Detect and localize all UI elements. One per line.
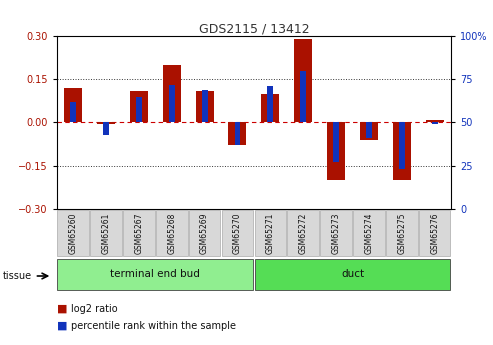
Text: GSM65261: GSM65261	[102, 212, 110, 254]
Bar	[189, 210, 220, 256]
Text: ■: ■	[57, 321, 67, 331]
Bar	[156, 210, 187, 256]
Bar	[261, 94, 280, 122]
Bar	[294, 39, 312, 122]
Bar	[57, 210, 89, 256]
Bar	[320, 210, 352, 256]
Bar	[360, 122, 378, 140]
Bar	[64, 88, 82, 122]
Bar	[333, 122, 339, 162]
Bar	[254, 210, 286, 256]
Bar	[393, 122, 411, 180]
Text: GSM65273: GSM65273	[332, 212, 341, 254]
Bar	[267, 86, 273, 122]
Bar	[432, 122, 438, 124]
Bar	[97, 122, 115, 124]
Bar	[300, 71, 306, 122]
Bar	[419, 210, 451, 256]
Text: GSM65269: GSM65269	[200, 212, 209, 254]
Text: percentile rank within the sample: percentile rank within the sample	[71, 321, 237, 331]
Text: terminal end bud: terminal end bud	[110, 269, 200, 278]
Bar	[353, 210, 385, 256]
Bar	[425, 120, 444, 122]
Title: GDS2115 / 13412: GDS2115 / 13412	[199, 22, 309, 35]
Bar	[399, 122, 405, 169]
Text: GSM65272: GSM65272	[299, 212, 308, 254]
Bar	[130, 91, 148, 122]
Text: GSM65267: GSM65267	[135, 212, 143, 254]
Bar	[136, 97, 142, 122]
Bar	[254, 259, 451, 290]
Bar	[222, 210, 253, 256]
Bar	[123, 210, 155, 256]
Text: GSM65275: GSM65275	[397, 212, 406, 254]
Bar	[287, 210, 319, 256]
Bar	[196, 91, 213, 122]
Bar	[202, 90, 208, 122]
Bar	[103, 122, 109, 135]
Bar	[163, 65, 181, 122]
Text: log2 ratio: log2 ratio	[71, 304, 118, 314]
Text: GSM65268: GSM65268	[167, 212, 176, 254]
Text: GSM65270: GSM65270	[233, 212, 242, 254]
Bar	[386, 210, 418, 256]
Text: tissue: tissue	[2, 271, 32, 281]
Bar	[235, 122, 241, 145]
Bar	[90, 210, 122, 256]
Text: duct: duct	[341, 269, 364, 278]
Bar	[57, 259, 253, 290]
Bar	[228, 122, 246, 146]
Text: GSM65271: GSM65271	[266, 212, 275, 254]
Bar	[169, 85, 175, 122]
Text: GSM65276: GSM65276	[430, 212, 439, 254]
Bar	[70, 102, 76, 122]
Bar	[366, 122, 372, 138]
Text: GSM65274: GSM65274	[364, 212, 373, 254]
Bar	[327, 122, 345, 180]
Text: ■: ■	[57, 304, 67, 314]
Text: GSM65260: GSM65260	[69, 212, 77, 254]
